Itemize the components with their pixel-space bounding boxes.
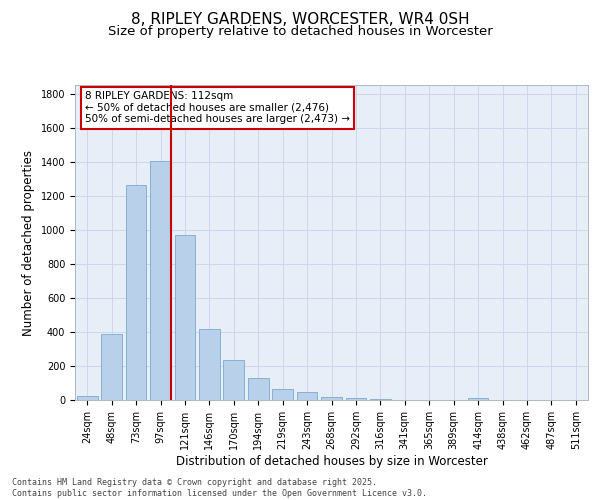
Text: 8, RIPLEY GARDENS, WORCESTER, WR4 0SH: 8, RIPLEY GARDENS, WORCESTER, WR4 0SH	[131, 12, 469, 28]
Text: Contains HM Land Registry data © Crown copyright and database right 2025.
Contai: Contains HM Land Registry data © Crown c…	[12, 478, 427, 498]
Bar	[370, 399, 391, 400]
Text: Size of property relative to detached houses in Worcester: Size of property relative to detached ho…	[107, 25, 493, 38]
Bar	[101, 334, 122, 400]
Bar	[175, 235, 196, 400]
Bar	[248, 378, 269, 400]
Bar	[125, 184, 146, 400]
Bar	[223, 360, 244, 400]
Bar	[467, 398, 488, 400]
Bar	[199, 330, 220, 400]
Y-axis label: Number of detached properties: Number of detached properties	[22, 150, 35, 336]
X-axis label: Distribution of detached houses by size in Worcester: Distribution of detached houses by size …	[176, 454, 487, 468]
Text: 8 RIPLEY GARDENS: 112sqm
← 50% of detached houses are smaller (2,476)
50% of sem: 8 RIPLEY GARDENS: 112sqm ← 50% of detach…	[85, 92, 350, 124]
Bar	[77, 396, 98, 400]
Bar	[321, 398, 342, 400]
Bar	[150, 161, 171, 400]
Bar	[272, 389, 293, 400]
Bar	[346, 398, 367, 400]
Bar	[296, 392, 317, 400]
